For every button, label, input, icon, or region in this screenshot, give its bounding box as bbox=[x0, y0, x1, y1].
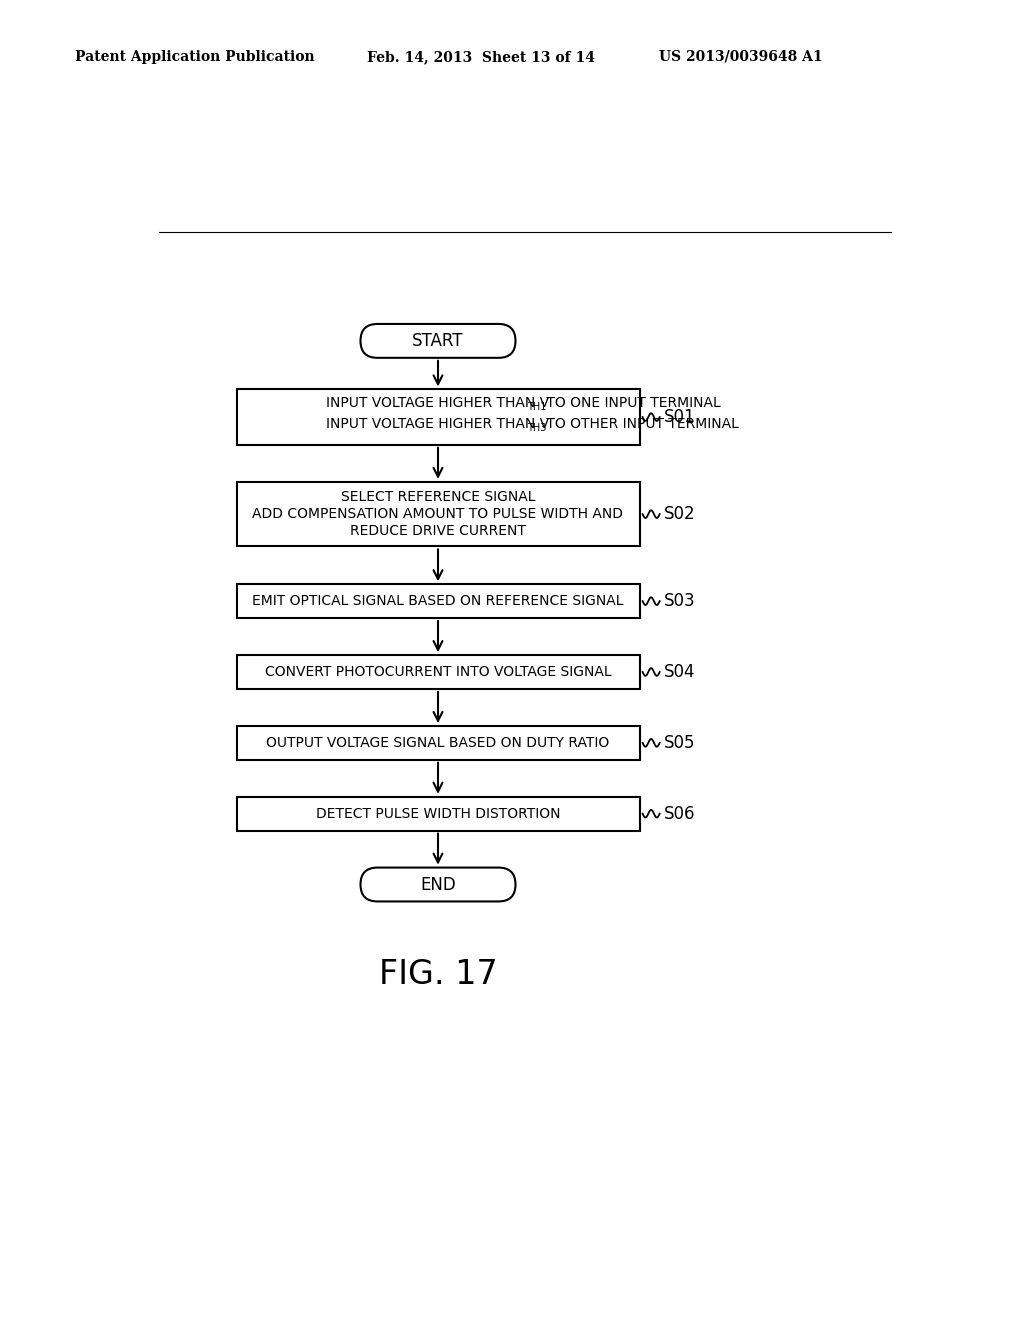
Bar bbox=[237, 482, 640, 546]
Text: S06: S06 bbox=[664, 805, 695, 822]
Text: REDUCE DRIVE CURRENT: REDUCE DRIVE CURRENT bbox=[350, 524, 526, 539]
Bar bbox=[237, 726, 640, 760]
Text: S02: S02 bbox=[664, 506, 695, 523]
Text: ADD COMPENSATION AMOUNT TO PULSE WIDTH AND: ADD COMPENSATION AMOUNT TO PULSE WIDTH A… bbox=[253, 507, 624, 521]
Bar bbox=[237, 389, 640, 445]
Text: INPUT VOLTAGE HIGHER THAN V: INPUT VOLTAGE HIGHER THAN V bbox=[327, 396, 550, 411]
Text: OUTPUT VOLTAGE SIGNAL BASED ON DUTY RATIO: OUTPUT VOLTAGE SIGNAL BASED ON DUTY RATI… bbox=[266, 735, 609, 750]
Bar bbox=[237, 655, 640, 689]
Text: INPUT VOLTAGE HIGHER THAN V: INPUT VOLTAGE HIGHER THAN V bbox=[327, 417, 550, 430]
Text: Feb. 14, 2013  Sheet 13 of 14: Feb. 14, 2013 Sheet 13 of 14 bbox=[367, 50, 595, 63]
Text: US 2013/0039648 A1: US 2013/0039648 A1 bbox=[659, 50, 823, 63]
Text: END: END bbox=[420, 875, 456, 894]
Bar bbox=[237, 797, 640, 830]
Text: SELECT REFERENCE SIGNAL: SELECT REFERENCE SIGNAL bbox=[341, 490, 536, 504]
Text: TO OTHER INPUT TERMINAL: TO OTHER INPUT TERMINAL bbox=[542, 417, 738, 430]
Text: Patent Application Publication: Patent Application Publication bbox=[75, 50, 314, 63]
FancyBboxPatch shape bbox=[360, 867, 515, 902]
Text: EMIT OPTICAL SIGNAL BASED ON REFERENCE SIGNAL: EMIT OPTICAL SIGNAL BASED ON REFERENCE S… bbox=[252, 594, 624, 609]
Text: TO ONE INPUT TERMINAL: TO ONE INPUT TERMINAL bbox=[542, 396, 721, 411]
Text: CONVERT PHOTOCURRENT INTO VOLTAGE SIGNAL: CONVERT PHOTOCURRENT INTO VOLTAGE SIGNAL bbox=[264, 665, 611, 678]
Text: S03: S03 bbox=[664, 593, 695, 610]
Text: DETECT PULSE WIDTH DISTORTION: DETECT PULSE WIDTH DISTORTION bbox=[315, 807, 560, 821]
Text: TH3: TH3 bbox=[527, 422, 547, 433]
Bar bbox=[237, 585, 640, 618]
Text: TH1: TH1 bbox=[527, 403, 547, 412]
Text: S05: S05 bbox=[664, 734, 695, 752]
Text: START: START bbox=[413, 331, 464, 350]
Text: S04: S04 bbox=[664, 663, 695, 681]
Text: FIG. 17: FIG. 17 bbox=[379, 958, 498, 991]
Text: S01: S01 bbox=[664, 408, 695, 426]
FancyBboxPatch shape bbox=[360, 323, 515, 358]
